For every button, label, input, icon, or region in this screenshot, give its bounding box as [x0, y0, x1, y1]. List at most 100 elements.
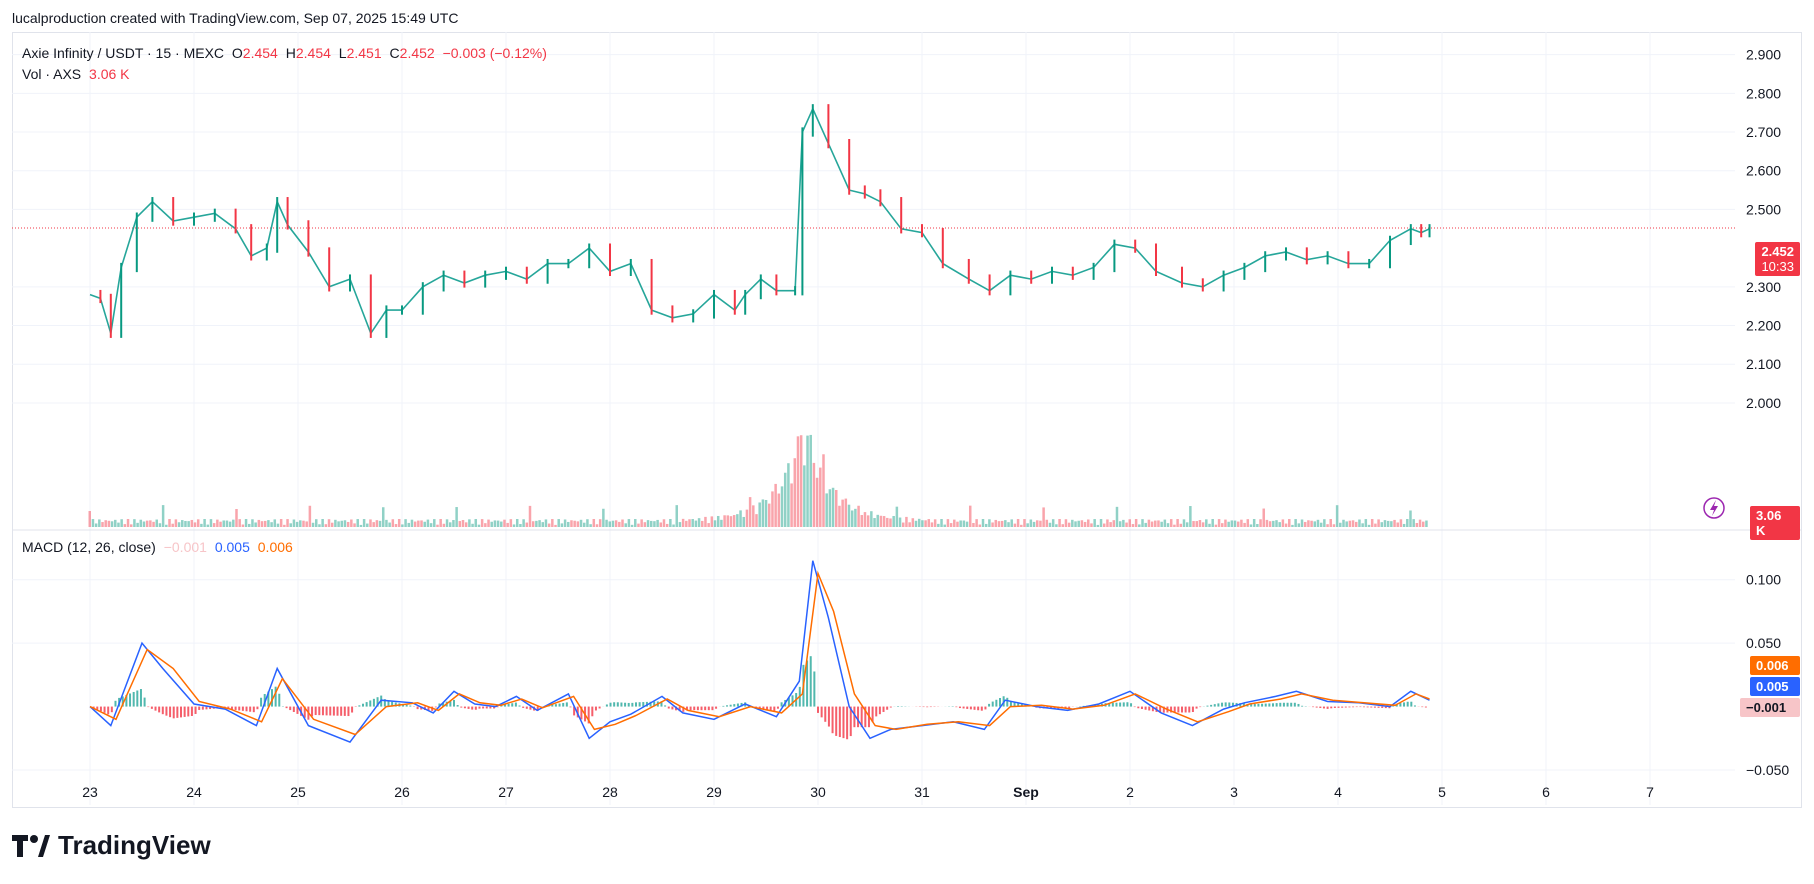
volume-bar — [981, 519, 985, 527]
macd-histogram-bar — [1403, 702, 1406, 707]
volume-bar — [707, 523, 710, 527]
volume-bar — [257, 519, 261, 527]
macd-histogram-bar — [835, 706, 838, 736]
macd-label[interactable]: MACD (12, 26, close) — [22, 539, 156, 555]
macd-histogram-bar — [638, 702, 641, 707]
tradingview-logo[interactable]: TradingView — [12, 830, 211, 861]
macd-histogram-bar — [860, 706, 863, 728]
macd-histogram-bar — [889, 706, 892, 708]
volume-bar — [860, 515, 864, 527]
volume-bar — [927, 519, 931, 527]
volume-bar — [713, 520, 717, 527]
volume-bar — [780, 486, 784, 527]
macd-histogram-bar — [478, 706, 481, 709]
volume-bar — [799, 435, 803, 527]
volume-bar — [477, 524, 481, 527]
volume-bar — [1179, 523, 1183, 527]
volume-bar — [857, 505, 860, 527]
volume-bar — [155, 519, 158, 527]
volume-bar — [937, 523, 940, 527]
y-tick-label: 2.600 — [1746, 163, 1781, 179]
macd-histogram-bar — [1210, 704, 1213, 707]
volume-bar — [1402, 523, 1406, 527]
volume-bar — [962, 520, 966, 527]
volume-bar — [114, 519, 117, 527]
volume-bar — [279, 519, 283, 527]
macd-histogram-bar — [926, 706, 929, 708]
macd-histogram-bar — [591, 706, 594, 717]
volume-bar — [815, 477, 819, 527]
volume-bar — [1367, 524, 1371, 527]
macd-histogram-bar — [154, 706, 157, 711]
macd-histogram-bar — [1322, 706, 1325, 709]
macd-histogram-bar — [791, 695, 794, 707]
macd-histogram-bar — [682, 706, 685, 712]
volume-bar — [1064, 519, 1068, 527]
macd-histogram-bar — [1297, 703, 1300, 707]
price-line — [89, 106, 1430, 336]
volume-bar — [1045, 519, 1049, 527]
volume-bar — [158, 523, 162, 527]
volume-bar — [522, 519, 525, 527]
macd-histogram-bar — [977, 706, 980, 711]
macd-histogram-bar — [1363, 706, 1365, 708]
macd-histogram-bar — [1217, 703, 1220, 707]
macd-histogram-bar — [1133, 706, 1136, 708]
volume-bar — [413, 521, 417, 527]
macd-histogram-bar — [311, 706, 314, 717]
macd-histogram-bar — [1293, 702, 1296, 707]
volume-bar — [1227, 521, 1230, 527]
volume-bar — [1032, 521, 1036, 527]
macd-histogram-bar — [1257, 703, 1260, 707]
volume-bar — [423, 521, 426, 527]
volume-bar — [917, 518, 921, 527]
y-tick-label: 2.000 — [1746, 395, 1781, 411]
macd-histogram-bar — [871, 706, 874, 723]
volume-bar — [812, 462, 816, 527]
macd-histogram-bar — [1388, 706, 1391, 709]
volume-bar — [165, 524, 168, 527]
volume-bar — [1383, 520, 1387, 527]
macd-histogram-bar — [671, 706, 674, 710]
signal-tag: 0.006 — [1750, 656, 1800, 675]
volume-bar — [1294, 519, 1297, 527]
volume-bar — [88, 511, 91, 527]
volume-bar — [975, 519, 978, 527]
volume-bar — [1243, 522, 1246, 527]
volume-bar — [244, 519, 248, 527]
volume-bar — [136, 522, 139, 527]
volume-bar — [892, 516, 895, 527]
volume-bar — [831, 487, 835, 527]
volume-bar — [1275, 520, 1278, 527]
macd-histogram-bar — [820, 706, 823, 718]
macd-histogram-bar — [1181, 706, 1183, 713]
volume-bar — [640, 519, 643, 527]
macd-histogram-bar — [274, 686, 277, 707]
y-tick-label: 2.900 — [1746, 47, 1781, 63]
macd-histogram-bar — [136, 690, 139, 707]
volume-bar — [1013, 523, 1017, 527]
macd-histogram-bar — [1006, 697, 1009, 707]
volume-bar — [369, 519, 372, 527]
symbol-name[interactable]: Axie Infinity / USDT · 15 · MEXC — [22, 45, 225, 61]
volume-bar — [263, 520, 267, 527]
macd-histogram-bar — [1421, 706, 1424, 708]
volume-bar — [468, 519, 471, 527]
attribution-header: lucalproduction created with TradingView… — [12, 10, 459, 26]
macd-histogram-bar — [358, 705, 361, 707]
open-label: O — [231, 45, 243, 61]
macd-histogram-bar — [1410, 701, 1413, 707]
volume-bar — [493, 520, 497, 527]
macd-histogram-bar — [1159, 706, 1162, 713]
volume-bar — [311, 522, 315, 527]
volume-bar — [768, 503, 771, 527]
volume-bar — [110, 521, 114, 527]
volume-bar — [1035, 520, 1039, 527]
macd-histogram-bar — [394, 702, 397, 707]
volume-bar — [1185, 522, 1189, 527]
volume-bar — [669, 519, 672, 527]
volume-bar — [570, 520, 573, 527]
volume-bar — [420, 520, 423, 527]
macd-histogram-bar — [576, 706, 579, 718]
